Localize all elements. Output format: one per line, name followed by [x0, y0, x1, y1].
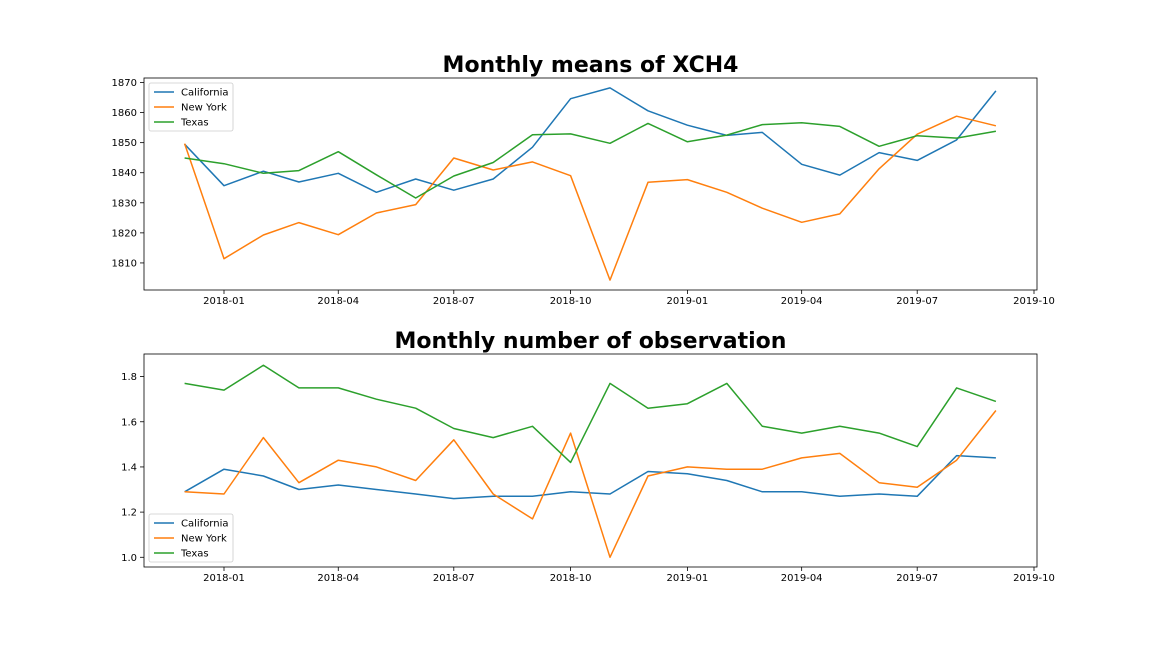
x-tick-label: 2019-10	[1013, 296, 1055, 307]
x-tick-label: 2019-07	[896, 573, 938, 584]
y-tick-label: 1.2	[121, 508, 137, 519]
legend-label: New York	[181, 534, 227, 545]
legend: California New York Texas	[148, 513, 234, 563]
x-tick-label: 2019-10	[1013, 573, 1055, 584]
legend-label: Texas	[180, 118, 209, 129]
x-tick-label: 2018-01	[203, 573, 245, 584]
x-tick-label: 2019-01	[667, 573, 709, 584]
y-tick-label: 1820	[112, 228, 137, 239]
y-tick-label: 1.6	[121, 417, 137, 428]
x-tick-label: 2018-10	[550, 573, 592, 584]
axes-frame	[143, 77, 1038, 291]
chart-title: Monthly number of observation	[395, 329, 787, 354]
x-tick-label: 2018-07	[433, 296, 475, 307]
y-tick-label: 1810	[112, 258, 137, 269]
y-tick-label: 1870	[112, 78, 137, 89]
x-tick-label: 2019-01	[667, 296, 709, 307]
x-tick-label: 2018-01	[203, 296, 245, 307]
legend-label: California	[181, 519, 229, 530]
series-line-texas	[184, 122, 997, 199]
legend-label: New York	[181, 103, 227, 114]
x-tick-label: 2018-04	[317, 296, 359, 307]
axes-frame	[143, 353, 1038, 568]
legend-box	[148, 82, 234, 132]
x-tick-label: 2019-07	[896, 296, 938, 307]
y-tick-label: 1.8	[121, 372, 137, 383]
series-line-california	[184, 454, 996, 500]
y-tick-label: 1.0	[121, 553, 137, 564]
series-line-new-york	[184, 410, 997, 559]
chart-1: Monthly means of XCH4 2018-01 2018-04 2018-…	[112, 53, 1055, 307]
legend: California New York Texas	[148, 82, 234, 132]
legend-label: California	[181, 88, 229, 99]
y-tick-label: 1840	[112, 168, 137, 179]
y-tick-label: 1830	[112, 198, 137, 209]
y-tick-label: 1860	[112, 108, 137, 119]
x-tick-label: 2018-04	[317, 573, 359, 584]
y-tick-label: 1.4	[121, 462, 137, 473]
chart-2: Monthly number of observation 2018-01 2018…	[121, 329, 1055, 584]
x-tick-label: 2018-10	[550, 296, 592, 307]
x-tick-label: 2019-04	[781, 296, 823, 307]
series-line-california	[184, 87, 997, 194]
legend-box	[148, 513, 234, 563]
series-line-new-york	[183, 115, 997, 281]
series-line-texas	[184, 364, 997, 464]
y-tick-label: 1850	[112, 138, 137, 149]
x-tick-label: 2018-07	[433, 573, 475, 584]
chart-title: Monthly means of XCH4	[443, 53, 739, 78]
legend-label: Texas	[180, 549, 209, 560]
x-tick-label: 2019-04	[781, 573, 823, 584]
